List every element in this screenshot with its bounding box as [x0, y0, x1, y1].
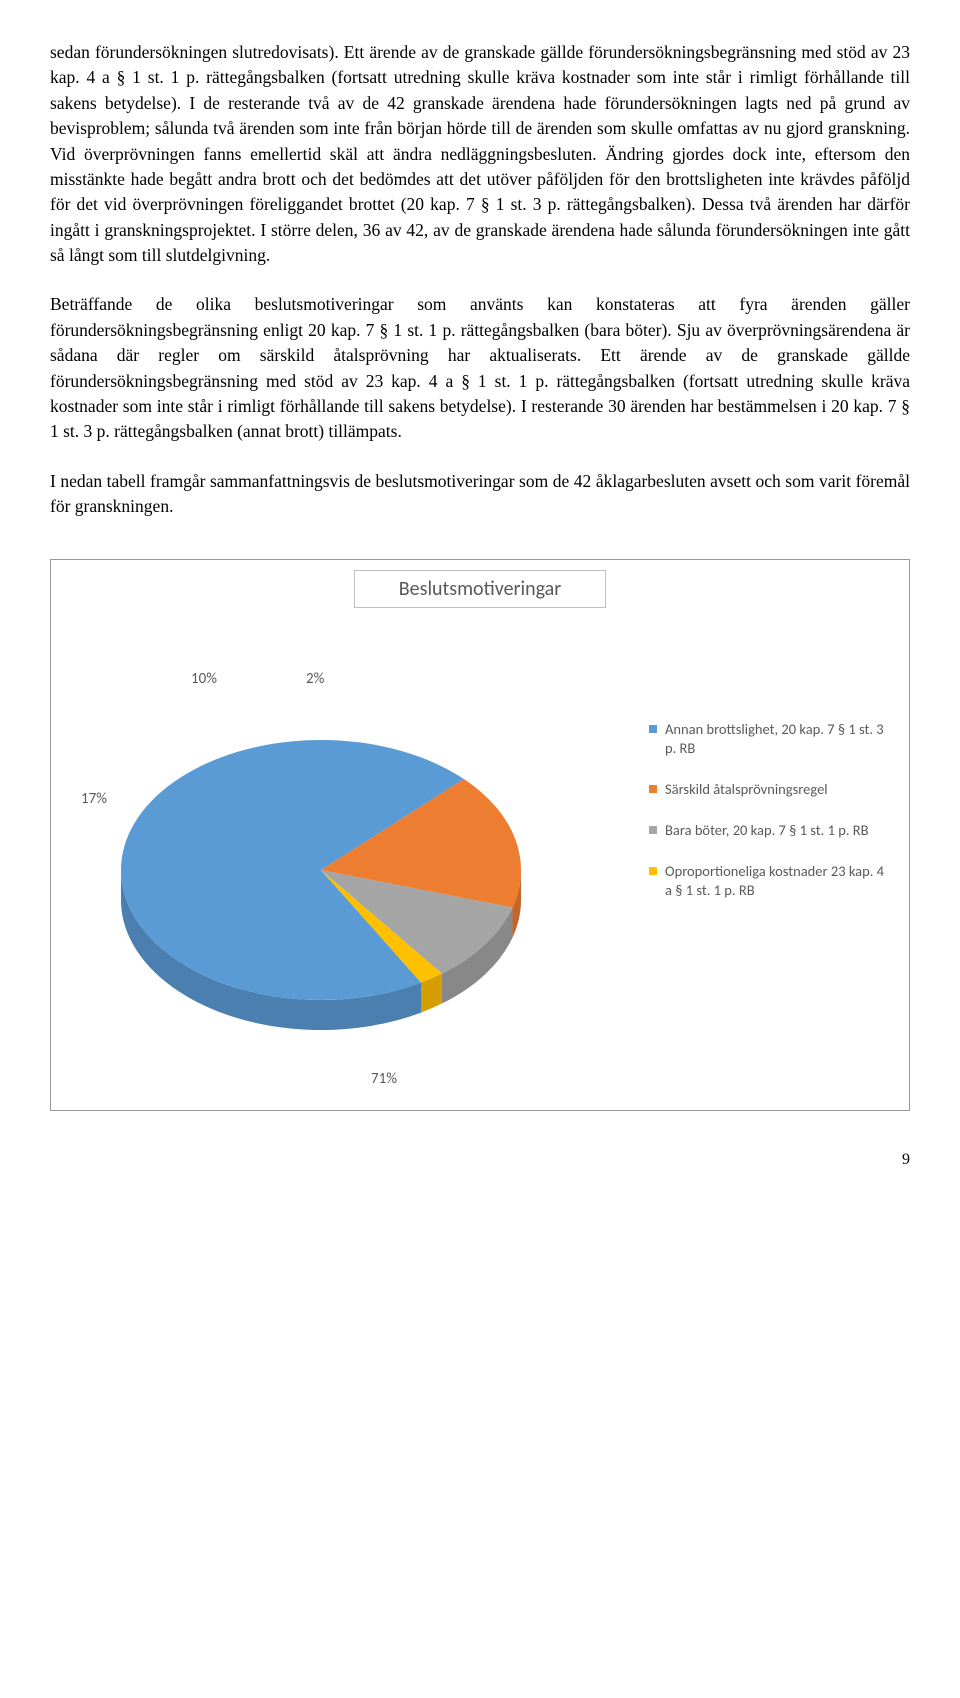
legend-item: Särskild åtalsprövningsregel	[649, 780, 889, 799]
legend-text: Bara böter, 20 kap. 7 § 1 st. 1 p. RB	[665, 821, 869, 840]
pie-slice-label: 71%	[371, 1070, 397, 1088]
chart-title-box: Beslutsmotiveringar	[354, 570, 606, 608]
pie-slice-label: 10%	[191, 670, 217, 688]
legend-text: Oproportioneliga kostnader 23 kap. 4 a §…	[665, 862, 889, 900]
legend-marker	[649, 785, 657, 793]
paragraph-3: I nedan tabell framgår sammanfattningsvi…	[50, 469, 910, 520]
pie-chart: 71%17%10%2%	[91, 650, 571, 1095]
chart-legend: Annan brottslighet, 20 kap. 7 § 1 st. 3 …	[649, 720, 889, 921]
legend-item: Oproportioneliga kostnader 23 kap. 4 a §…	[649, 862, 889, 900]
pie-slice-label: 2%	[306, 670, 324, 688]
paragraph-2: Beträffande de olika beslutsmotiveringar…	[50, 292, 910, 444]
chart-title: Beslutsmotiveringar	[399, 577, 561, 601]
legend-item: Annan brottslighet, 20 kap. 7 § 1 st. 3 …	[649, 720, 889, 758]
pie-slice-label: 17%	[81, 790, 107, 808]
page-number: 9	[50, 1151, 910, 1169]
legend-marker	[649, 826, 657, 834]
legend-marker	[649, 725, 657, 733]
legend-item: Bara böter, 20 kap. 7 § 1 st. 1 p. RB	[649, 821, 889, 840]
legend-text: Särskild åtalsprövningsregel	[665, 780, 828, 799]
legend-text: Annan brottslighet, 20 kap. 7 § 1 st. 3 …	[665, 720, 889, 758]
pie-chart-container: Beslutsmotiveringar 71% 17% 10% 2% Annan br…	[50, 559, 910, 1111]
paragraph-1: sedan förundersökningen slutredovisats).…	[50, 40, 910, 268]
legend-marker	[649, 867, 657, 875]
